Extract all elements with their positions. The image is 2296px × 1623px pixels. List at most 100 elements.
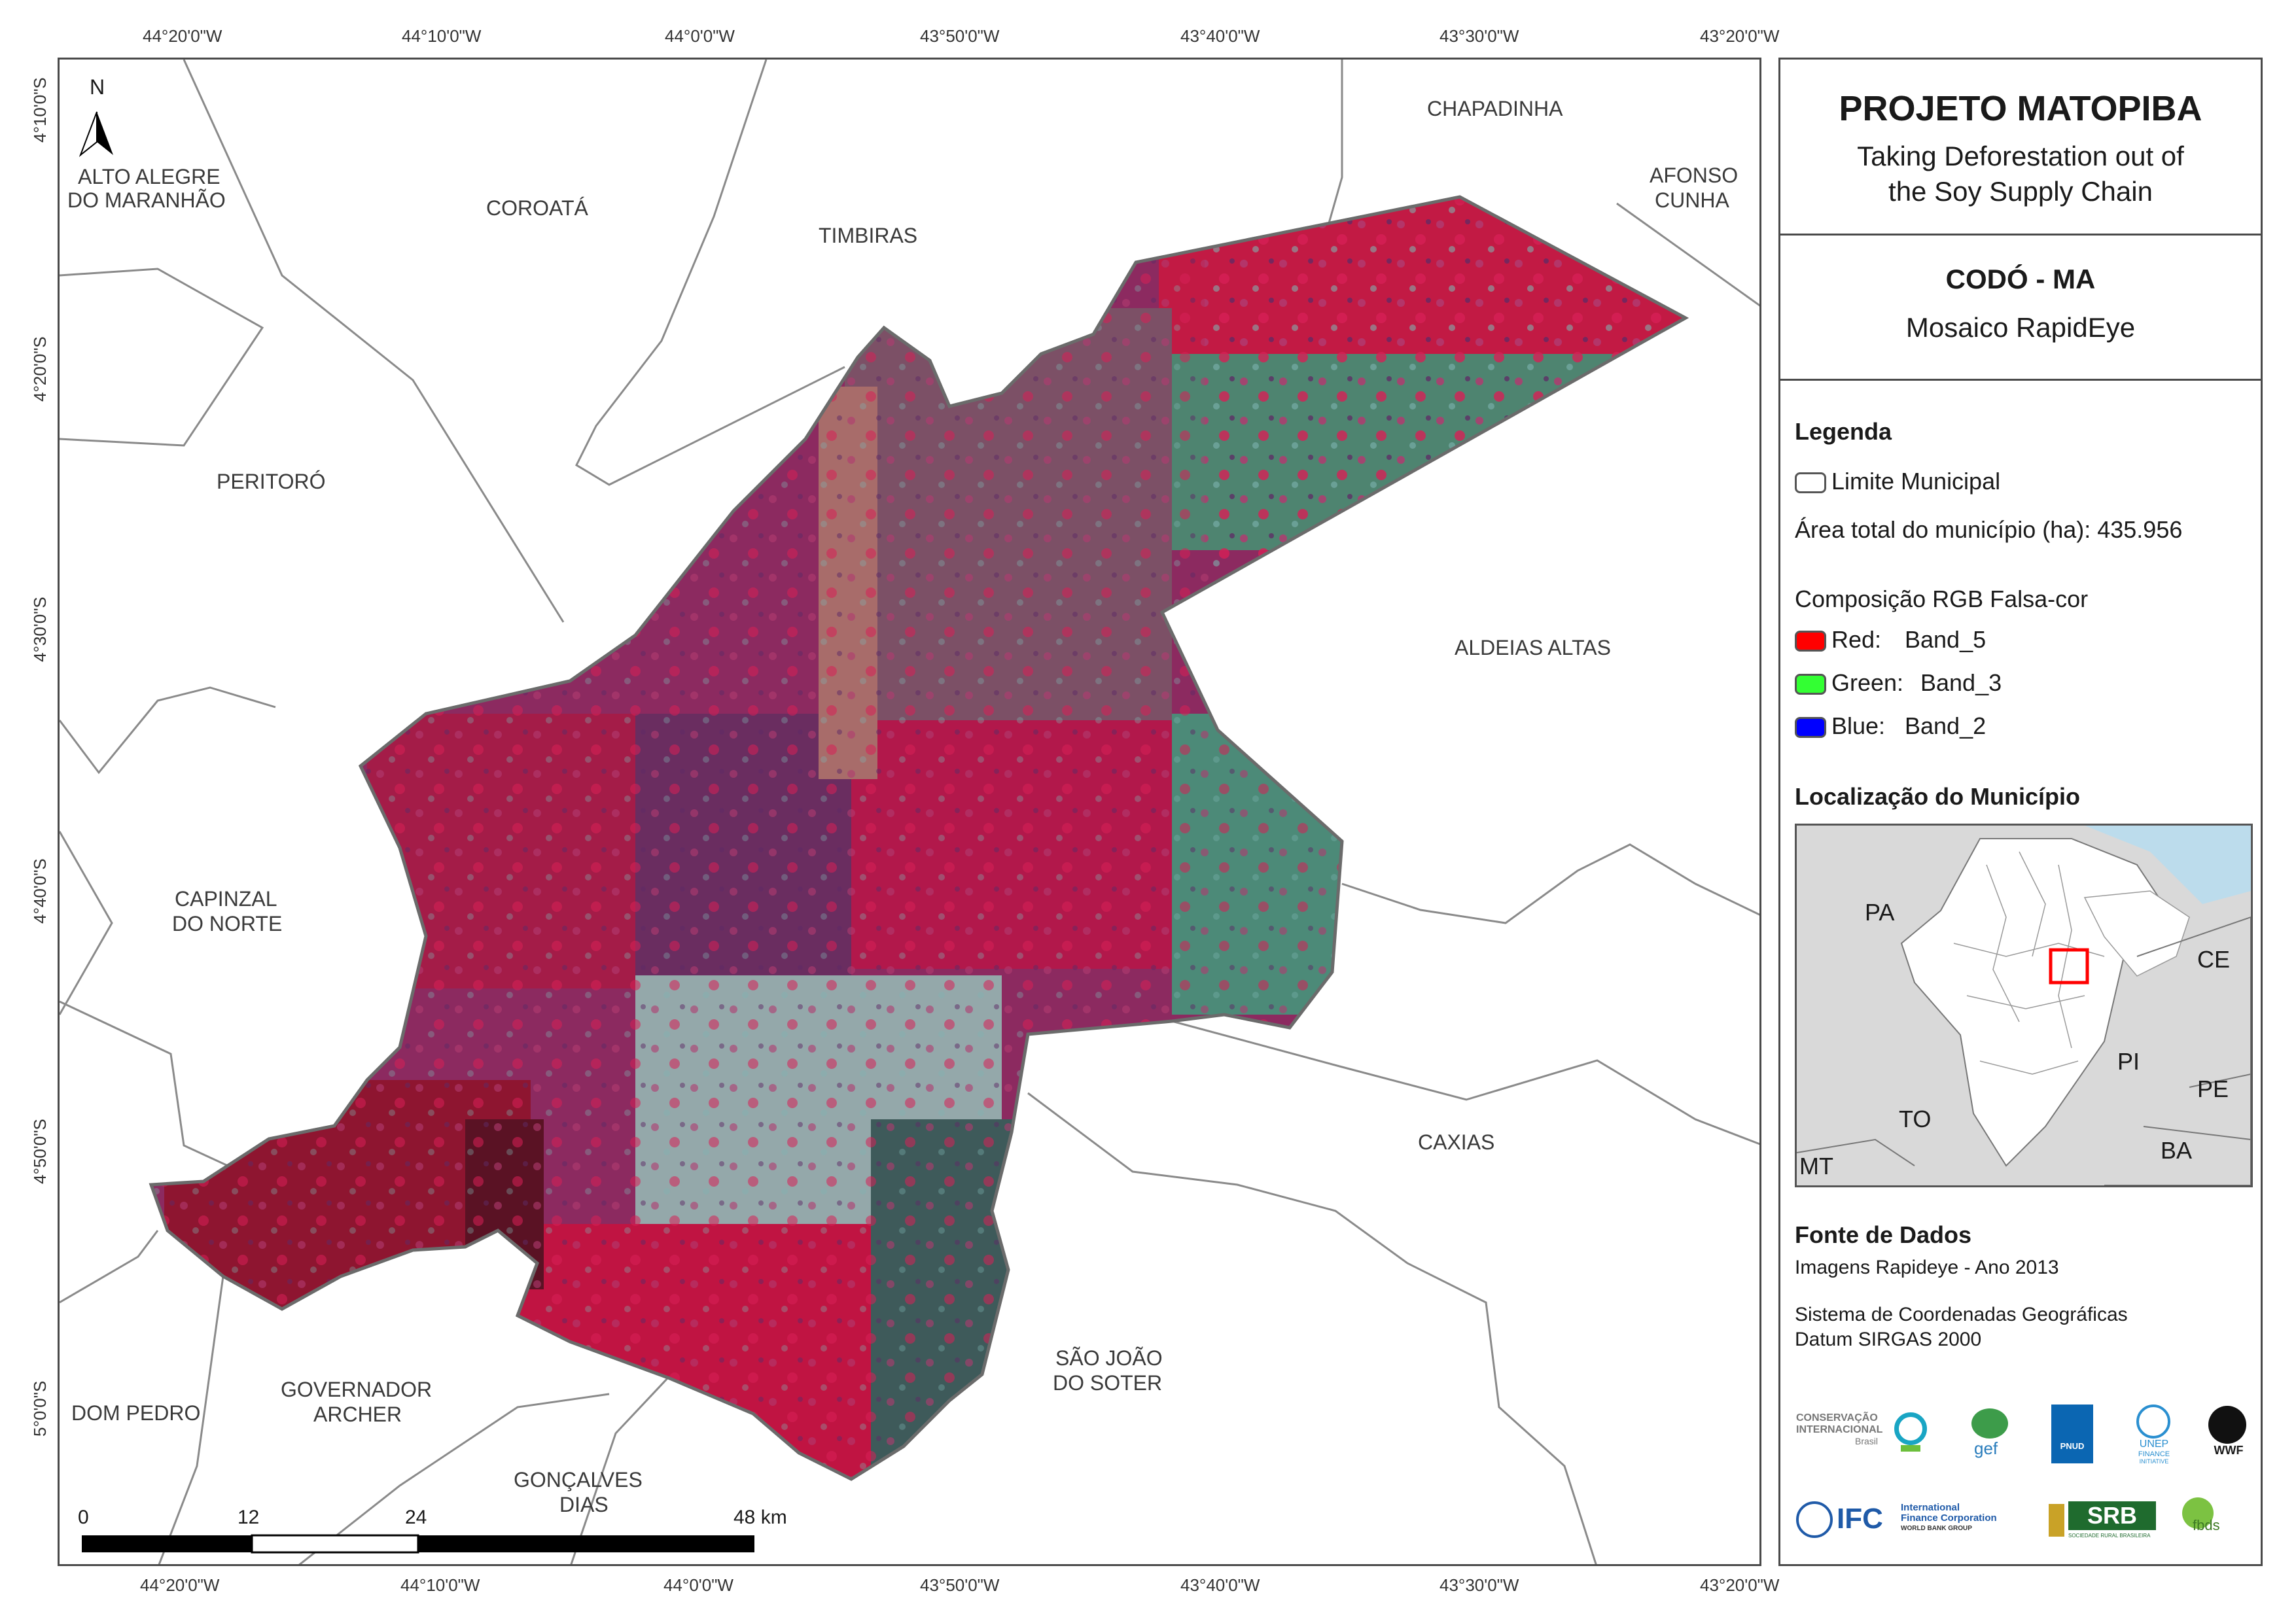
band-blue-channel: Blue: <box>1831 712 1886 739</box>
scale-label-24: 24 <box>405 1507 427 1528</box>
lon-tick-top-3: 44°0'0"W <box>665 26 735 46</box>
crs-line-2: Datum SIRGAS 2000 <box>1795 1329 1982 1350</box>
map-frame[interactable]: N CHAPADINHA AFONSO CUNHA ALTO ALEGRE DO… <box>58 58 1761 1566</box>
unep-globe-icon <box>2136 1405 2170 1439</box>
wwf-logo: WWF <box>2206 1406 2252 1465</box>
lon-tick-top-5: 43°40'0"W <box>1180 26 1260 46</box>
ci-bar-icon <box>1901 1445 1920 1452</box>
inset-label-ba: BA <box>2161 1137 2193 1164</box>
project-title: PROJETO MATOPIBA <box>1839 89 2202 128</box>
band-red: Red: Band_5 <box>1795 626 1986 654</box>
label-caxias: CAXIAS <box>1418 1130 1495 1154</box>
source-line: Imagens Rapideye - Ano 2013 <box>1795 1257 2059 1278</box>
scale-label-12: 12 <box>238 1507 260 1528</box>
band-green-channel: Green: <box>1831 669 1904 696</box>
lat-tick-4: 4°40'0"S <box>30 858 50 924</box>
label-governador-2: ARCHER <box>313 1403 402 1426</box>
fbds-logo-text: fbds <box>2193 1517 2220 1533</box>
srb-logo-sub: SOCIEDADE RURAL BRASILEIRA <box>2068 1533 2151 1539</box>
unep-logo-line2: FINANCE <box>2138 1450 2170 1458</box>
label-sao-joao-2: DO SOTER <box>1053 1371 1163 1395</box>
lon-tick-bottom-2: 44°10'0"W <box>400 1575 480 1595</box>
srb-logo-text: SRB <box>2068 1501 2156 1530</box>
label-alto-alegre-2: DO MARANHÃO <box>67 188 226 212</box>
ci-logo-line1: CONSERVAÇÃO <box>1796 1412 1878 1423</box>
pnud-logo-text: PNUD <box>2060 1441 2085 1451</box>
label-capinzal-1: CAPINZAL <box>175 887 277 911</box>
ifc-name-line2: Finance Corporation <box>1901 1512 1997 1524</box>
label-coroata: COROATÁ <box>486 196 588 220</box>
band-red-name: Band_5 <box>1905 626 1987 653</box>
ifc-logo: IFC International Finance Corporation WO… <box>1796 1499 2032 1544</box>
label-aldeias-altas: ALDEIAS ALTAS <box>1455 636 1611 659</box>
label-goncalves-1: GONÇALVES <box>514 1468 643 1492</box>
lon-tick-bottom-3: 44°0'0"W <box>663 1575 733 1595</box>
panel-divider-1 <box>1780 234 2261 236</box>
north-arrow-icon <box>79 111 113 158</box>
label-peritoro: PERITORÓ <box>217 470 326 493</box>
legend-heading: Legenda <box>1795 418 1892 445</box>
inset-label-to: TO <box>1899 1106 1932 1132</box>
location-heading: Localização do Município <box>1795 783 2081 810</box>
lon-tick-top-4: 43°50'0"W <box>920 26 1000 46</box>
lon-tick-top-2: 44°10'0"W <box>402 26 482 46</box>
ifc-name-block: International Finance Corporation WORLD … <box>1901 1503 1997 1534</box>
band-blue-name: Band_2 <box>1905 712 1987 739</box>
scale-label-0: 0 <box>78 1507 89 1528</box>
satellite-map <box>60 60 1759 1564</box>
inset-label-mt: MT <box>1799 1153 1833 1179</box>
scale-label-48: 48 km <box>733 1507 787 1528</box>
ifc-name-line1: International <box>1901 1502 1960 1513</box>
unep-logo-line3: INITIATIVE <box>2139 1458 2169 1465</box>
lon-tick-top-1: 44°20'0"W <box>143 26 222 46</box>
gef-globe-icon <box>1971 1408 2008 1439</box>
label-timbiras: TIMBIRAS <box>819 224 918 247</box>
ifc-name-line3: WORLD BANK GROUP <box>1901 1525 1972 1532</box>
ifc-logo-text: IFC <box>1837 1503 1883 1535</box>
ifc-globe-icon <box>1796 1501 1833 1538</box>
lon-tick-bottom-4: 43°50'0"W <box>920 1575 1000 1595</box>
srb-wheat-icon <box>2049 1504 2064 1537</box>
label-governador-1: GOVERNADOR <box>281 1378 433 1401</box>
codo-rapideye-mosaic <box>151 197 1686 1479</box>
scale-bar <box>82 1534 754 1554</box>
lon-tick-top-6: 43°30'0"W <box>1439 26 1519 46</box>
band-green-name: Band_3 <box>1920 669 2002 696</box>
lat-tick-5: 4°50'0"S <box>30 1119 50 1184</box>
boundary-swatch <box>1795 472 1826 494</box>
red-swatch <box>1795 631 1826 652</box>
fbds-logo: fbds <box>2180 1497 2245 1550</box>
legend-boundary: Limite Municipal <box>1795 468 2000 495</box>
lat-tick-1: 4°10'0"S <box>30 77 50 143</box>
codo-locator-box <box>2049 948 2089 985</box>
project-subtitle-1: Taking Deforestation out of <box>1857 141 2184 171</box>
unep-logo-line1: UNEP <box>2139 1439 2169 1450</box>
lon-tick-bottom-1: 44°20'0"W <box>140 1575 220 1595</box>
label-afonso-cunha-2: CUNHA <box>1655 188 1729 212</box>
lon-tick-top-7: 43°20'0"W <box>1700 26 1780 46</box>
panel-divider-2 <box>1780 379 2261 381</box>
lon-tick-bottom-7: 43°20'0"W <box>1700 1575 1780 1595</box>
rgb-heading: Composição RGB Falsa-cor <box>1795 585 2089 612</box>
label-chapadinha: CHAPADINHA <box>1427 97 1563 120</box>
band-red-channel: Red: <box>1831 626 1882 653</box>
north-label: N <box>90 75 105 99</box>
wwf-logo-text: WWF <box>2214 1444 2244 1457</box>
band-blue: Blue: Band_2 <box>1795 712 1986 740</box>
label-sao-joao-1: SÃO JOÃO <box>1055 1346 1163 1370</box>
area-text: Área total do município (ha): 435.956 <box>1795 516 2183 543</box>
label-goncalves-2: DIAS <box>559 1493 609 1516</box>
label-afonso-cunha-1: AFONSO <box>1650 164 1739 187</box>
source-heading: Fonte de Dados <box>1795 1221 1972 1248</box>
legend-boundary-label: Limite Municipal <box>1831 468 2001 495</box>
gef-logo-text: gef <box>1974 1439 1998 1458</box>
ci-logo-line2: INTERNACIONAL <box>1796 1424 1883 1435</box>
product-name: Mosaico RapidEye <box>1905 312 2136 343</box>
municipal-boundaries <box>60 60 1759 1564</box>
conservacao-internacional-logo: CONSERVAÇÃO INTERNACIONAL Brasil <box>1796 1412 1927 1465</box>
label-alto-alegre-1: ALTO ALEGRE <box>78 165 221 188</box>
pnud-logo: PNUD <box>2051 1405 2093 1463</box>
lat-tick-6: 5°0'0"S <box>30 1380 50 1437</box>
place-name: CODÓ - MA <box>1945 264 2096 294</box>
inset-label-pi: PI <box>2117 1048 2140 1075</box>
